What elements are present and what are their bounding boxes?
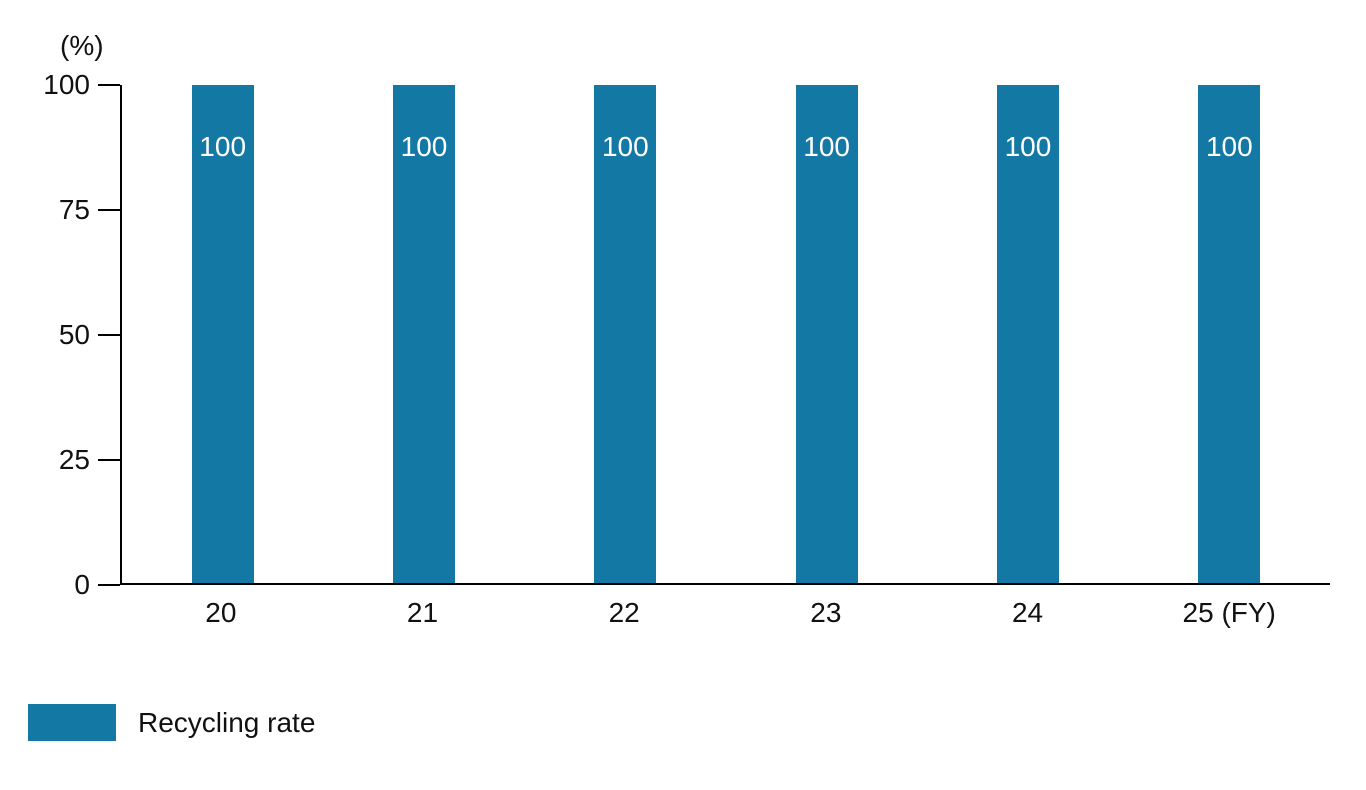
x-tick-label: 23 bbox=[810, 597, 842, 628]
y-tick-label: 50 bbox=[58, 319, 90, 350]
x-axis-line bbox=[120, 583, 1330, 585]
legend-swatch bbox=[28, 704, 116, 741]
y-tick-label: 100 bbox=[43, 69, 90, 100]
y-axis-line bbox=[120, 85, 122, 585]
y-tick-mark bbox=[98, 209, 120, 211]
bar-slot: 100 bbox=[323, 85, 524, 583]
y-tick-mark bbox=[98, 84, 120, 86]
x-tick-label: 21 bbox=[406, 597, 439, 628]
x-tick-label: 20 bbox=[205, 597, 237, 628]
bar-slot: 100 bbox=[1129, 85, 1330, 583]
x-tick-label: 22 bbox=[608, 597, 640, 628]
bar-value-label: 100 bbox=[601, 131, 649, 162]
y-tick-label: 0 bbox=[74, 569, 90, 600]
bar-value-label: 100 bbox=[400, 131, 448, 162]
bar-slot: 100 bbox=[927, 85, 1128, 583]
x-tick-label: 25 (FY) bbox=[1182, 597, 1276, 628]
bar: 100 bbox=[1198, 85, 1261, 583]
y-tick-mark bbox=[98, 584, 120, 586]
bar-value-label: 100 bbox=[803, 131, 850, 162]
legend-label: Recycling rate bbox=[138, 706, 316, 738]
y-tick-label: 75 bbox=[58, 194, 90, 225]
x-tick-label: 24 bbox=[1011, 597, 1044, 628]
y-tick-label: 25 bbox=[58, 444, 90, 475]
bar-slot: 100 bbox=[122, 85, 323, 583]
bar-slot: 100 bbox=[525, 85, 726, 583]
bar-value-label: 100 bbox=[199, 131, 247, 162]
plot-area: 0 25 50 75 100 100 100 100 100 100 100 bbox=[43, 69, 1330, 600]
legend: Recycling rate bbox=[28, 704, 315, 741]
bars-layer: 100 100 100 100 100 100 bbox=[122, 85, 1330, 583]
y-axis-unit-label: (%) bbox=[60, 30, 104, 61]
y-tick-mark bbox=[98, 459, 120, 461]
x-axis-labels: 20 21 22 23 24 25 (FY) bbox=[120, 597, 1330, 629]
bar-value-label: 100 bbox=[1004, 131, 1052, 162]
bar: 100 bbox=[594, 85, 657, 583]
bar-value-label: 100 bbox=[1205, 131, 1253, 162]
bar: 100 bbox=[795, 85, 858, 583]
bar: 100 bbox=[996, 85, 1059, 583]
y-tick-mark bbox=[98, 334, 120, 336]
bar: 100 bbox=[191, 85, 254, 583]
bar: 100 bbox=[392, 85, 455, 583]
bar-slot: 100 bbox=[726, 85, 927, 583]
